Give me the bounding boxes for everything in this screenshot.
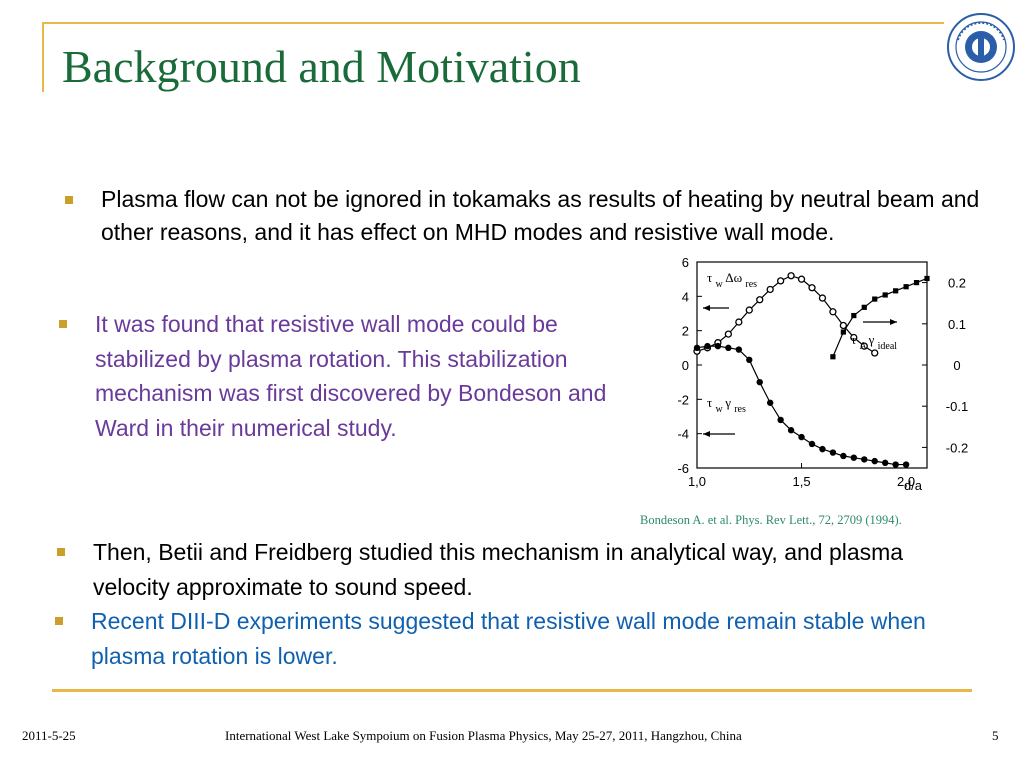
data-point-open (797, 275, 806, 283)
y-left-tick-label: -2 (677, 392, 689, 407)
data-point-filled (840, 452, 847, 460)
bullet-marker (65, 196, 73, 204)
page-number: 5 (992, 728, 999, 743)
y-left-tick-label: -6 (677, 461, 689, 476)
university-logo-icon (947, 13, 1015, 81)
data-point-open (860, 342, 868, 350)
x-tick-label: 2,0 (897, 474, 915, 489)
data-point-open (776, 277, 785, 285)
title-frame-left (42, 22, 44, 92)
x-tick-label: 1,5 (793, 474, 811, 489)
y-left-tick-label: 4 (682, 289, 689, 304)
series-label-dw: τ w Δω res (707, 270, 757, 290)
y-right-tick-label: 0.2 (948, 276, 966, 291)
bullet-marker (59, 320, 67, 328)
data-point-filled (798, 433, 805, 441)
data-point-filled (829, 449, 837, 456)
y-right-tick-label: -0.2 (946, 440, 968, 455)
reference-citation: Bondeson A. et al. Phys. Rev Lett., 72, … (640, 513, 902, 527)
slide-title: Background and Motivation (62, 41, 581, 92)
data-point-filled (746, 356, 753, 364)
data-point-square (882, 292, 888, 298)
x-tick-label: 1,0 (688, 474, 706, 489)
data-point-filled (902, 461, 910, 468)
data-point-filled (735, 346, 743, 353)
series-arrow-gamma-res-head (703, 431, 710, 437)
bullet-text: It was found that resistive wall mode co… (95, 311, 607, 441)
data-point-square (893, 288, 899, 294)
data-point-open (787, 272, 795, 280)
y-left-tick-label: 2 (682, 324, 689, 339)
data-point-filled (766, 399, 774, 406)
data-point-square (851, 312, 857, 319)
data-point-square (830, 354, 836, 360)
bullet-text: Plasma flow can not be ignored in tokama… (101, 186, 980, 246)
data-point-filled (704, 342, 711, 350)
y-right-tick-label: 0.1 (948, 317, 966, 332)
bullet-text: Then, Betii and Freidberg studied this m… (93, 539, 904, 600)
bullet-flow: Plasma flow can not be ignored in tokama… (65, 183, 981, 250)
data-point-filled (725, 344, 732, 352)
y-left-tick-label: 0 (682, 358, 689, 373)
y-right-tick-label: -0.1 (946, 399, 968, 414)
bullet-diii-d: Recent DIII-D experiments suggested that… (55, 604, 971, 673)
y-left-tick-label: -4 (677, 427, 689, 442)
bullet-marker (55, 617, 63, 625)
series-line (832, 277, 928, 357)
data-point-filled (808, 440, 816, 448)
data-point-open (871, 349, 879, 357)
footer-date: 2011-5-25 (22, 728, 76, 743)
plot-frame (696, 261, 928, 469)
bullet-analytical: Then, Betii and Freidberg studied this m… (57, 535, 973, 604)
data-point-open (829, 308, 837, 316)
data-point-open (839, 321, 848, 330)
data-point-square (913, 280, 920, 286)
data-point-open (818, 294, 827, 302)
data-point-filled (819, 445, 826, 453)
bullet-marker (57, 548, 65, 556)
data-point-filled (777, 416, 784, 424)
data-point-square (840, 329, 846, 335)
y-right-tick-label: 0 (953, 358, 960, 373)
y-left-tick-label: 6 (682, 255, 689, 270)
bullet-rotation-stabilization: It was found that resistive wall mode co… (59, 307, 625, 445)
data-point-filled (756, 378, 763, 386)
series-label-gamma-ideal: τ A γ ideal (851, 332, 897, 352)
data-point-open (756, 296, 764, 304)
data-point-open (808, 284, 816, 292)
data-point-filled (850, 454, 858, 461)
data-point-open (735, 318, 743, 326)
data-point-open (745, 306, 753, 314)
data-point-filled (714, 342, 722, 350)
data-point-open (724, 330, 733, 338)
data-point-filled (787, 427, 795, 434)
data-point-open (850, 333, 858, 342)
x-axis-label: d/a (904, 478, 923, 493)
data-point-square (903, 284, 909, 290)
data-point-filled (861, 456, 868, 463)
data-point-filled (871, 457, 878, 465)
series-label-gamma-res: τ w γ res (707, 395, 746, 415)
data-point-square (872, 296, 878, 302)
data-point-open (766, 285, 774, 294)
title-frame-top (42, 22, 944, 24)
data-point-filled (892, 461, 899, 468)
footer-conference: International West Lake Sympoium on Fusi… (225, 728, 742, 743)
rwm-chart: 6 4 2 0 -2 -4 -6 0.2 0.1 0 -0.1 -0.2 1,0 1,5 2,0d/a τ w… (677, 255, 968, 493)
series-arrow-gamma-ideal-head (890, 319, 897, 325)
bullet-text: Recent DIII-D experiments suggested that… (91, 608, 926, 669)
data-point-filled (693, 344, 701, 352)
series-arrow-dw-head (703, 305, 710, 311)
data-point-filled (881, 459, 889, 467)
data-point-square (924, 275, 930, 282)
footer-rule (52, 689, 972, 692)
data-point-square (861, 304, 867, 310)
